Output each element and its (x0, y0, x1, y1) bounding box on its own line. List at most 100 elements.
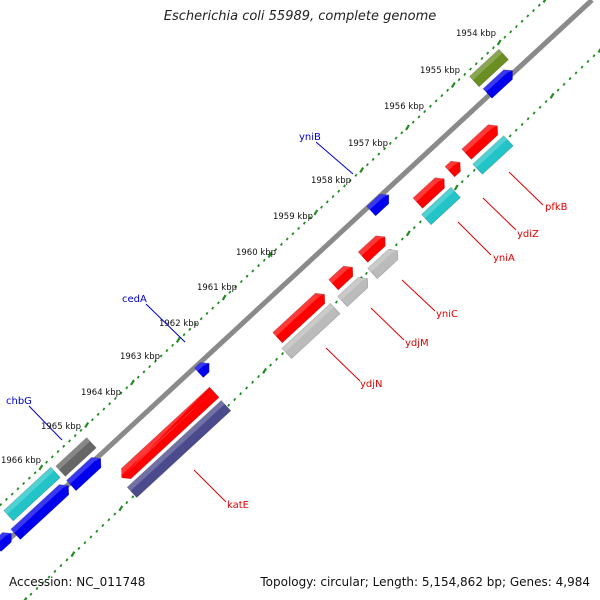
tick-mark (538, 105, 542, 109)
feature-body (367, 249, 399, 280)
tick-mark (377, 152, 381, 156)
tick-mark (142, 370, 146, 374)
feature-highlight (282, 303, 334, 352)
tick-mark (89, 535, 93, 539)
tick-mark (47, 575, 51, 579)
label-leader-line (370, 307, 405, 341)
scale-label: 1962 kbp (159, 319, 199, 329)
tick-mark (108, 402, 112, 406)
feature-body (0, 532, 12, 552)
feature-highlight (55, 437, 91, 470)
label-leader-line (28, 405, 63, 441)
tick-mark (526, 117, 530, 121)
feature-body (469, 48, 509, 88)
tick-mark (233, 397, 237, 402)
label-leader-line (325, 347, 361, 382)
tick-mark (194, 322, 197, 326)
tick-mark (113, 396, 117, 401)
tick-mark (10, 492, 14, 496)
tick-mark (400, 131, 404, 135)
tick-mark (234, 285, 238, 289)
tick-mark (491, 46, 495, 50)
tick-mark (365, 163, 369, 167)
feature-highlight (483, 69, 513, 93)
tick-mark (394, 136, 398, 140)
tick-mark (83, 541, 87, 545)
tick-mark (50, 455, 54, 459)
tick-mark (251, 380, 255, 384)
tick-mark (29, 592, 33, 596)
feature-body (10, 484, 70, 540)
tick-mark (520, 122, 524, 127)
tick-mark (211, 306, 215, 310)
tick-mark (125, 501, 129, 505)
tick-mark (354, 173, 358, 177)
feature-highlight (413, 177, 445, 202)
tick-mark (107, 518, 111, 522)
tick-mark (257, 264, 261, 268)
gene-feature (10, 484, 70, 540)
tick-mark (520, 19, 524, 23)
feature-highlight (66, 457, 101, 485)
scale-label: 1955 kbp (420, 66, 460, 76)
tick-mark (73, 434, 77, 438)
feature-body (66, 457, 102, 492)
feature-highlight (358, 235, 386, 256)
label-leaders (28, 141, 544, 503)
feature-body (281, 303, 341, 359)
outer-tick-ring (0, 0, 547, 507)
tick-mark (245, 386, 249, 390)
tick-mark (412, 226, 416, 230)
tick-mark (463, 72, 467, 76)
tick-mark (239, 279, 243, 284)
gene-feature (328, 265, 354, 291)
gene-feature (66, 457, 102, 492)
tick-mark (262, 367, 268, 374)
feature-body (126, 400, 232, 498)
tick-mark (281, 352, 285, 356)
tick-mark (337, 189, 341, 193)
tick-mark (308, 216, 312, 220)
feature-body (55, 437, 97, 477)
scale-label: 1959 kbp (273, 212, 313, 222)
tick-mark (302, 221, 306, 225)
feature-highlight (127, 400, 225, 491)
tick-mark (56, 449, 60, 454)
tick-mark (394, 243, 398, 247)
label-leader-line (145, 303, 186, 343)
gene-feature (357, 235, 386, 263)
tick-mark (275, 357, 279, 361)
tick-mark (544, 99, 548, 104)
scale-label: 1957 kbp (348, 139, 388, 149)
tick-mark (592, 54, 596, 58)
tick-mark (227, 403, 231, 407)
feature-highlight (472, 135, 508, 168)
gene-label: katE (227, 500, 249, 511)
tick-mark (542, 0, 547, 3)
feature-highlight (10, 484, 69, 533)
feature-highlight (469, 49, 503, 81)
tick-mark (508, 134, 512, 138)
feature-body (472, 135, 514, 175)
tick-mark (291, 232, 295, 236)
feature-highlight (272, 293, 325, 337)
tick-mark (285, 237, 289, 241)
scale-label: 1954 kbp (456, 29, 496, 39)
tick-mark (53, 569, 57, 573)
tick-mark (400, 237, 404, 241)
label-leader-line (401, 279, 436, 312)
tick-mark (532, 9, 536, 13)
feature-highlight (367, 249, 398, 273)
tick-mark (450, 82, 456, 88)
gene-feature (472, 135, 514, 175)
tick-mark (418, 220, 422, 224)
tick-mark (562, 82, 566, 86)
tick-mark (199, 317, 203, 321)
gene-label: pfkB (545, 202, 568, 213)
tick-mark (434, 99, 438, 103)
scale-label: 1966 kbp (1, 456, 41, 466)
tick-mark (509, 30, 513, 34)
tick-mark (221, 294, 227, 301)
feature-body (461, 124, 499, 160)
